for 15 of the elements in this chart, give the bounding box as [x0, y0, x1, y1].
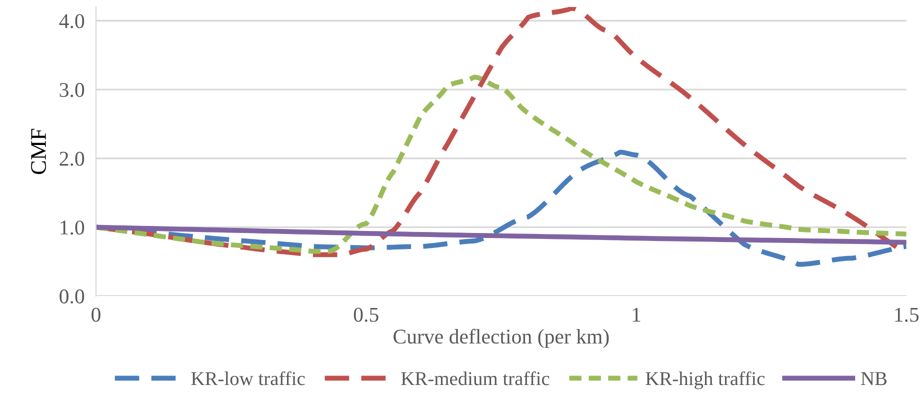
y-tick-label: 3.0	[60, 82, 84, 98]
legend-label: KR-high traffic	[646, 371, 765, 390]
x-tick-label: 1	[632, 308, 640, 322]
y-tick-label: 1.0	[60, 220, 84, 235]
y-tick-label: 0.0	[60, 289, 84, 304]
y-axis-title: CMF	[31, 128, 46, 174]
legend-label: KR-medium traffic	[401, 371, 550, 386]
x-tick-label: 1.5	[895, 308, 919, 322]
x-tick-label: 0.5	[354, 308, 378, 322]
y-tick-label: 2.0	[60, 152, 84, 166]
x-tick-label: 0	[92, 308, 100, 322]
legend-label: NB	[861, 372, 887, 386]
y-tick-label: 4.0	[59, 14, 84, 28]
x-axis-title: Curve deflection (per km)	[394, 328, 609, 348]
legend-label: KR-low traffic	[191, 371, 305, 386]
